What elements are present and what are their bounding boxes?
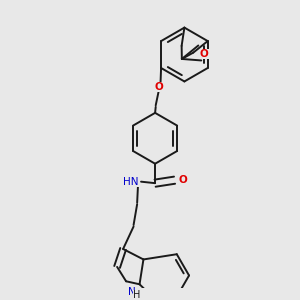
Text: N: N <box>128 287 135 297</box>
Text: O: O <box>154 82 163 92</box>
Text: HN: HN <box>123 177 139 187</box>
Text: O: O <box>200 49 208 59</box>
Text: H: H <box>133 290 140 300</box>
Text: O: O <box>178 175 187 185</box>
